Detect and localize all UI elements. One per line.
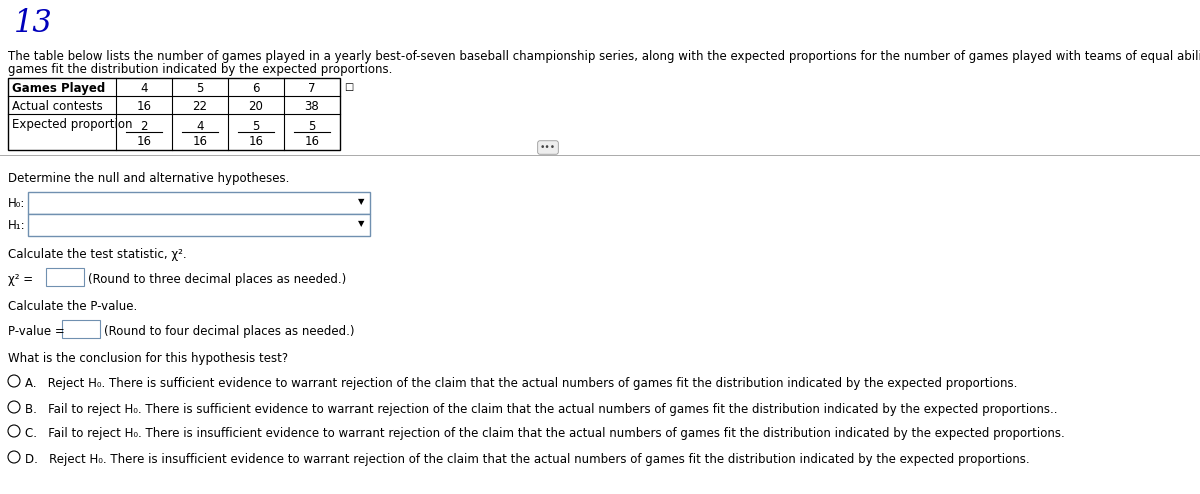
Text: A.   Reject H₀. There is sufficient evidence to warrant rejection of the claim t: A. Reject H₀. There is sufficient eviden… <box>25 377 1018 390</box>
Text: Calculate the test statistic, χ².: Calculate the test statistic, χ². <box>8 248 187 261</box>
Text: 22: 22 <box>192 100 208 113</box>
Text: 6: 6 <box>252 82 259 95</box>
Text: 16: 16 <box>305 135 319 148</box>
Text: D.   Reject H₀. There is insufficient evidence to warrant rejection of the claim: D. Reject H₀. There is insufficient evid… <box>25 453 1030 466</box>
Text: 16: 16 <box>248 135 264 148</box>
Text: 4: 4 <box>140 82 148 95</box>
Text: H₀:: H₀: <box>8 197 25 210</box>
Bar <box>28 192 370 214</box>
Text: 7: 7 <box>308 82 316 95</box>
Text: 5: 5 <box>197 82 204 95</box>
Text: 16: 16 <box>137 135 151 148</box>
Text: •••: ••• <box>540 143 556 152</box>
Text: 4: 4 <box>197 120 204 133</box>
Text: Games Played: Games Played <box>12 82 106 95</box>
Bar <box>62 320 100 338</box>
Text: Determine the null and alternative hypotheses.: Determine the null and alternative hypot… <box>8 172 289 185</box>
Text: 16: 16 <box>137 100 151 113</box>
Text: C.   Fail to reject H₀. There is insufficient evidence to warrant rejection of t: C. Fail to reject H₀. There is insuffici… <box>25 427 1064 440</box>
Text: games fit the distribution indicated by the expected proportions.: games fit the distribution indicated by … <box>8 63 392 76</box>
Text: 20: 20 <box>248 100 264 113</box>
Text: Calculate the P-value.: Calculate the P-value. <box>8 300 137 313</box>
Text: χ² =: χ² = <box>8 273 34 286</box>
Text: The table below lists the number of games played in a yearly best-of-seven baseb: The table below lists the number of game… <box>8 50 1200 63</box>
Text: Expected proportion: Expected proportion <box>12 118 132 131</box>
Bar <box>46 268 84 286</box>
Text: 2: 2 <box>140 120 148 133</box>
Text: ▼: ▼ <box>358 219 364 228</box>
Text: (Round to three decimal places as needed.): (Round to three decimal places as needed… <box>88 273 347 286</box>
Text: □: □ <box>344 82 353 92</box>
Text: 16: 16 <box>192 135 208 148</box>
Text: 5: 5 <box>308 120 316 133</box>
Text: B.   Fail to reject H₀. There is sufficient evidence to warrant rejection of the: B. Fail to reject H₀. There is sufficien… <box>25 403 1057 416</box>
Text: What is the conclusion for this hypothesis test?: What is the conclusion for this hypothes… <box>8 352 288 365</box>
Bar <box>8 78 340 150</box>
Text: Actual contests: Actual contests <box>12 100 103 113</box>
Text: (Round to four decimal places as needed.): (Round to four decimal places as needed.… <box>104 325 354 338</box>
Bar <box>28 214 370 236</box>
Text: P-value =: P-value = <box>8 325 65 338</box>
Text: H₁:: H₁: <box>8 219 25 232</box>
Text: 38: 38 <box>305 100 319 113</box>
Text: ▼: ▼ <box>358 197 364 206</box>
Text: 5: 5 <box>252 120 259 133</box>
Text: 13: 13 <box>14 8 53 39</box>
